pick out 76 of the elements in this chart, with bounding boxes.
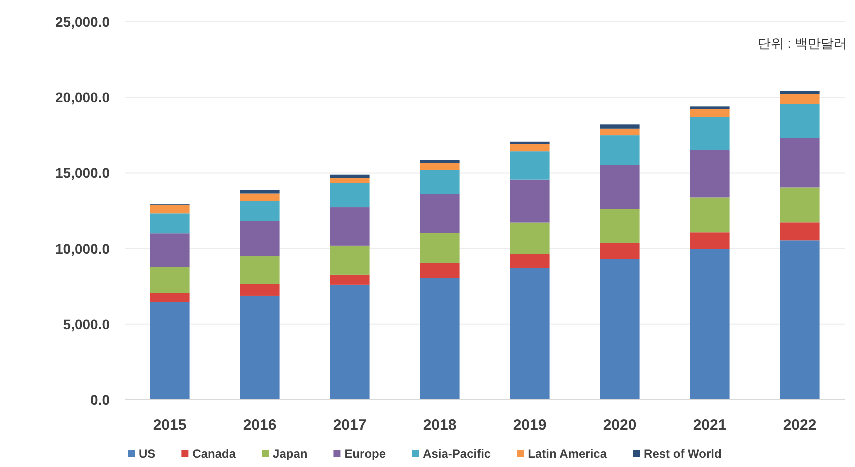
bar bbox=[420, 233, 460, 264]
bar bbox=[690, 150, 730, 198]
bar bbox=[510, 180, 550, 223]
legend-label: Asia-Pacific bbox=[423, 447, 492, 461]
bar bbox=[510, 254, 550, 268]
bar bbox=[600, 243, 640, 260]
bar bbox=[420, 160, 460, 164]
bar bbox=[600, 124, 640, 129]
bar bbox=[780, 188, 820, 223]
bar bbox=[510, 268, 550, 400]
bar bbox=[330, 274, 370, 285]
y-tick-label: 5,000.0 bbox=[63, 316, 110, 332]
bar bbox=[240, 194, 280, 202]
bar bbox=[150, 267, 190, 294]
y-tick-label: 25,000.0 bbox=[56, 14, 110, 30]
bar bbox=[240, 296, 280, 400]
bar bbox=[330, 246, 370, 275]
x-tick-label: 2018 bbox=[423, 417, 457, 434]
bar bbox=[420, 278, 460, 400]
x-tick-label: 2015 bbox=[153, 417, 187, 434]
bar bbox=[780, 91, 820, 94]
bar bbox=[330, 183, 370, 208]
bar bbox=[780, 104, 820, 138]
bar bbox=[150, 302, 190, 400]
bar bbox=[150, 234, 190, 268]
bar bbox=[240, 284, 280, 296]
legend-label: Rest of World bbox=[644, 447, 722, 461]
y-tick-label: 10,000.0 bbox=[56, 240, 110, 257]
bar bbox=[600, 165, 640, 210]
bar bbox=[330, 178, 370, 184]
bar bbox=[690, 198, 730, 233]
bar bbox=[330, 174, 370, 178]
bar bbox=[690, 249, 730, 400]
bar bbox=[240, 256, 280, 284]
bar bbox=[600, 136, 640, 166]
bar bbox=[600, 259, 640, 400]
bar bbox=[240, 190, 280, 194]
bar bbox=[510, 152, 550, 180]
bar bbox=[780, 94, 820, 104]
bar bbox=[420, 263, 460, 278]
annotation: 단위 : 백만달러 bbox=[758, 36, 847, 51]
y-tick-label: 20,000.0 bbox=[56, 90, 110, 106]
bar bbox=[420, 163, 460, 170]
legend-label: Japan bbox=[273, 447, 308, 461]
bar bbox=[510, 222, 550, 254]
bar bbox=[780, 222, 820, 241]
bar bbox=[690, 109, 730, 118]
legend-label: Latin America bbox=[528, 447, 608, 461]
bar bbox=[600, 209, 640, 244]
x-tick-label: 2020 bbox=[603, 417, 637, 434]
bar bbox=[600, 128, 640, 136]
legend-label: US bbox=[139, 447, 156, 461]
bar bbox=[690, 232, 730, 250]
y-tick-label: 15,000.0 bbox=[56, 165, 110, 182]
bar bbox=[420, 170, 460, 194]
bar bbox=[240, 201, 280, 222]
x-tick-label: 2022 bbox=[783, 417, 817, 434]
bar bbox=[240, 221, 280, 257]
bar bbox=[330, 208, 370, 246]
bar bbox=[420, 194, 460, 234]
x-tick-label: 2019 bbox=[513, 417, 547, 434]
x-tick-label: 2016 bbox=[243, 417, 277, 434]
bar bbox=[510, 144, 550, 152]
y-tick-label: 0.0 bbox=[90, 392, 110, 408]
bar bbox=[150, 205, 190, 214]
bar bbox=[780, 240, 820, 400]
x-tick-label: 2017 bbox=[333, 417, 367, 434]
bar bbox=[690, 106, 730, 110]
legend-label: Canada bbox=[192, 447, 236, 461]
bar bbox=[150, 214, 190, 234]
bar bbox=[690, 117, 730, 150]
legend-label: Europe bbox=[344, 447, 386, 461]
bar bbox=[330, 284, 370, 400]
bar bbox=[780, 138, 820, 188]
x-tick-label: 2021 bbox=[693, 417, 727, 434]
bar bbox=[150, 293, 190, 302]
